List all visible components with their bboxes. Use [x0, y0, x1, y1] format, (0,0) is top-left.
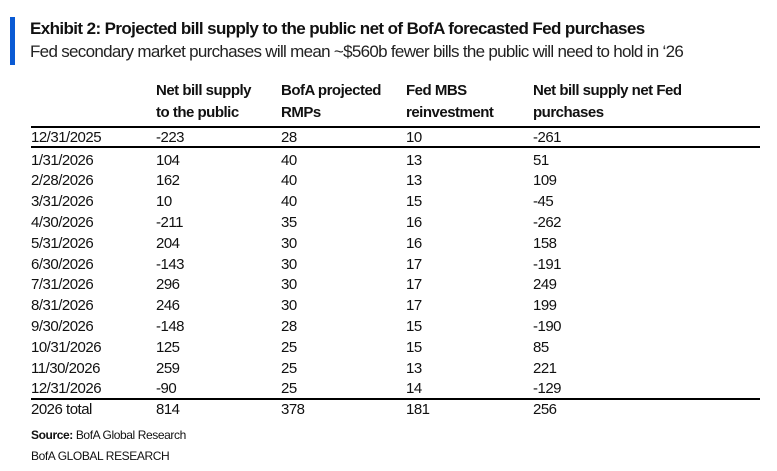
table-cell: 25 [281, 380, 297, 398]
table-cell: 40 [281, 151, 297, 169]
table-cell: -148 [156, 317, 185, 335]
table-cell: 249 [533, 276, 557, 294]
table-cell: 15 [406, 338, 422, 356]
accent-bar [10, 17, 15, 65]
table-cell: 12/31/2025 [31, 129, 102, 146]
table-cell: 16 [406, 234, 422, 252]
total-rule [31, 398, 760, 400]
table-cell: 378 [281, 401, 305, 418]
table-cell: 25 [281, 338, 297, 356]
table-cell: 30 [281, 234, 297, 252]
table-cell: 30 [281, 297, 297, 315]
header-net-of-fed: Net bill supply net Fed purchases [533, 82, 682, 121]
table-cell: 17 [406, 255, 422, 273]
table-cell: 10/31/2026 [31, 338, 102, 356]
table-cell: 40 [281, 172, 297, 190]
table-cell: 17 [406, 297, 422, 315]
table-cell: -190 [533, 317, 562, 335]
table-row: 7/31/2026 296 30 17 249 [0, 275, 777, 295]
table-cell: 814 [156, 401, 180, 418]
table-cell: 7/31/2026 [31, 276, 94, 294]
table-cell: 221 [533, 359, 557, 377]
table-cell: -223 [156, 129, 185, 146]
source-note: Source: BofA Global Research [31, 428, 186, 442]
footer-brand: BofA GLOBAL RESEARCH [31, 449, 170, 463]
table-cell: -261 [533, 129, 562, 146]
table-row: 8/31/2026 246 30 17 199 [0, 296, 777, 316]
table-cell: 181 [406, 401, 430, 418]
table-cell: 13 [406, 359, 422, 377]
table-cell: 10 [156, 193, 172, 211]
table-cell: 2026 total [31, 401, 92, 418]
table-cell: 2/28/2026 [31, 172, 94, 190]
table-cell: 10 [406, 129, 422, 146]
table-cell: 15 [406, 317, 422, 335]
table-cell: 13 [406, 151, 422, 169]
table-cell: 5/31/2026 [31, 234, 94, 252]
table-cell: 104 [156, 151, 180, 169]
table-cell: 28 [281, 317, 297, 335]
table-cell: 162 [156, 172, 180, 190]
table-cell: 4/30/2026 [31, 213, 94, 231]
header-rule [31, 126, 760, 128]
total-row: 2026 total 814 378 181 256 [0, 400, 777, 420]
table-cell: 28 [281, 129, 297, 146]
table-cell: 16 [406, 213, 422, 231]
header-fed-mbs: Fed MBS reinvestment [406, 82, 494, 121]
table-cell: -90 [156, 380, 177, 398]
table-cell: 1/31/2026 [31, 151, 94, 169]
table-row: 12/31/2026 -90 25 14 -129 [0, 379, 777, 399]
table-cell: 85 [533, 338, 549, 356]
table-row: 5/31/2026 204 30 16 158 [0, 234, 777, 254]
table-row: 10/31/2026 125 25 15 85 [0, 338, 777, 358]
table-row: 11/30/2026 259 25 13 221 [0, 359, 777, 379]
table-cell: -191 [533, 255, 562, 273]
table-cell: 259 [156, 359, 180, 377]
exhibit-title: Exhibit 2: Projected bill supply to the … [30, 19, 645, 38]
table-cell: 13 [406, 172, 422, 190]
table-cell: -45 [533, 193, 554, 211]
table-cell: 25 [281, 359, 297, 377]
table-cell: 199 [533, 297, 557, 315]
table-row: 9/30/2026 -148 28 15 -190 [0, 317, 777, 337]
table-row: 2/28/2026 162 40 13 109 [0, 171, 777, 191]
table-cell: 3/31/2026 [31, 193, 94, 211]
table-cell: 6/30/2026 [31, 255, 94, 273]
table-cell: -262 [533, 213, 562, 231]
table-cell: 40 [281, 193, 297, 211]
table-cell: 296 [156, 276, 180, 294]
table-row: 3/31/2026 10 40 15 -45 [0, 192, 777, 212]
table-cell: 51 [533, 151, 549, 169]
table-cell: 17 [406, 276, 422, 294]
table-cell: -129 [533, 380, 562, 398]
table-cell: 14 [406, 380, 422, 398]
table-cell: 204 [156, 234, 180, 252]
divider-rule [31, 146, 760, 148]
table-row: 6/30/2026 -143 30 17 -191 [0, 255, 777, 275]
table-cell: 109 [533, 172, 557, 190]
table-cell: 158 [533, 234, 557, 252]
table-cell: 35 [281, 213, 297, 231]
header-bofa-rmps: BofA projected RMPs [281, 82, 381, 121]
table-cell: 9/30/2026 [31, 317, 94, 335]
table-row: 4/30/2026 -211 35 16 -262 [0, 213, 777, 233]
table-cell: 8/31/2026 [31, 297, 94, 315]
header-net-bill-supply: Net bill supply to the public [156, 82, 252, 121]
table-cell: 246 [156, 297, 180, 315]
table-cell: 30 [281, 276, 297, 294]
table-cell: 125 [156, 338, 180, 356]
table-cell: -211 [156, 213, 183, 231]
table-cell: 15 [406, 193, 422, 211]
table-cell: 12/31/2026 [31, 380, 102, 398]
table-cell: 11/30/2026 [31, 359, 100, 377]
table-cell: 30 [281, 255, 297, 273]
table-cell: -143 [156, 255, 185, 273]
exhibit-subtitle: Fed secondary market purchases will mean… [30, 42, 684, 61]
table-row: 12/31/2025 -223 28 10 -261 [0, 128, 777, 148]
table-row: 1/31/2026 104 40 13 51 [0, 151, 777, 171]
table-cell: 256 [533, 401, 557, 418]
